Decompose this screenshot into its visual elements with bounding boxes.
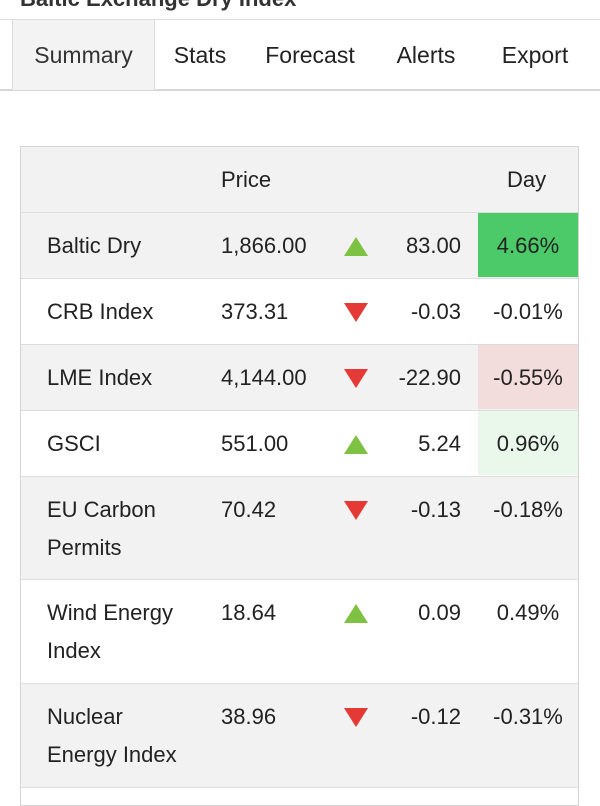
row-price: 373.31 (221, 299, 289, 324)
row-change: -0.03 (410, 299, 461, 324)
row-percent: 4.66% (496, 233, 560, 258)
page-title: Baltic Exchange Dry Index (20, 0, 296, 12)
row-name: Nuclear Energy Index (47, 704, 177, 767)
quotes-table: Price Day Baltic Dry 1,866.00 83.00 4.66… (20, 146, 579, 806)
row-percent: 0.96% (496, 431, 560, 456)
arrow-up-icon (344, 227, 372, 265)
header-day: Day (507, 167, 547, 192)
table-row[interactable]: Nuclear Energy Index 38.96 -0.12 -0.31% (21, 684, 578, 788)
row-percent: -0.31% (493, 704, 563, 729)
row-name: EU Carbon Permits (47, 497, 156, 560)
row-price: 18.64 (221, 600, 277, 625)
table-row[interactable]: CRB Index 373.31 -0.03 -0.01% (21, 279, 578, 345)
tab-bar: Summary Stats Forecast Alerts Export (0, 19, 600, 91)
tab-export[interactable]: Export (501, 42, 569, 68)
row-change: -0.13 (410, 497, 461, 522)
row-name: Baltic Dry (47, 233, 142, 258)
arrow-down-icon (344, 359, 372, 397)
row-name: LME Index (47, 365, 153, 390)
tab-stats[interactable]: Stats (173, 42, 227, 68)
row-price: 1,866.00 (221, 233, 307, 258)
table-header: Price Day (21, 147, 578, 213)
table-row[interactable]: LME Index 4,144.00 -22.90 -0.55% (21, 345, 578, 411)
row-name: CRB Index (47, 299, 154, 324)
percent-highlight (478, 345, 578, 409)
arrow-up-icon (344, 594, 372, 632)
row-percent: -0.55% (493, 365, 563, 390)
table-row[interactable]: GSCI 551.00 5.24 0.96% (21, 411, 578, 477)
arrow-down-icon (344, 698, 372, 736)
row-change: -0.12 (410, 704, 461, 729)
table-row[interactable]: Baltic Dry 1,866.00 83.00 4.66% (21, 213, 578, 279)
row-price: 4,144.00 (221, 365, 307, 390)
percent-highlight (478, 411, 578, 475)
arrow-up-icon (344, 425, 372, 463)
row-change: 5.24 (418, 431, 461, 456)
row-change: -22.90 (398, 365, 461, 390)
row-name: GSCI (47, 431, 101, 456)
tab-summary[interactable]: Summary (12, 20, 155, 90)
table-row[interactable]: Wind Energy Index 18.64 0.09 0.49% (21, 580, 578, 684)
row-percent: -0.01% (493, 299, 563, 324)
row-change: 0.09 (418, 600, 461, 625)
table-row[interactable]: EU Carbon Permits 70.42 -0.13 -0.18% (21, 477, 578, 580)
row-change: 83.00 (405, 233, 461, 258)
row-price: 551.00 (221, 431, 289, 456)
arrow-down-icon (344, 293, 372, 331)
header-price: Price (221, 167, 272, 192)
percent-highlight (478, 213, 578, 277)
row-price: 38.96 (221, 704, 277, 729)
tab-forecast[interactable]: Forecast (265, 42, 355, 68)
arrow-down-icon (344, 491, 372, 529)
row-price: 70.42 (221, 497, 277, 522)
row-name: Wind Energy Index (47, 600, 173, 663)
tab-alerts[interactable]: Alerts (396, 42, 456, 68)
row-percent: -0.18% (493, 497, 563, 522)
row-percent: 0.49% (496, 600, 560, 625)
